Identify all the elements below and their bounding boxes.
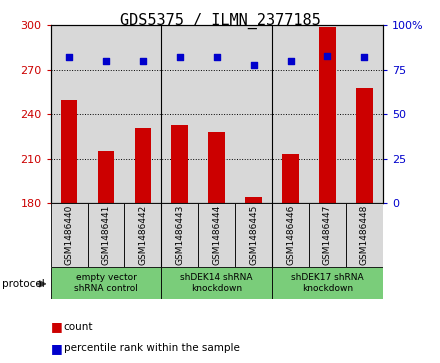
Text: ■: ■	[51, 342, 66, 355]
FancyBboxPatch shape	[51, 267, 161, 299]
Text: GSM1486442: GSM1486442	[138, 205, 147, 265]
Text: empty vector
shRNA control: empty vector shRNA control	[74, 273, 138, 293]
Text: GSM1486441: GSM1486441	[102, 205, 110, 265]
FancyBboxPatch shape	[272, 203, 309, 267]
Bar	[125, 25, 161, 203]
Bar	[356, 88, 373, 203]
Text: shDEK17 shRNA
knockdown: shDEK17 shRNA knockdown	[291, 273, 364, 293]
FancyBboxPatch shape	[198, 203, 235, 267]
Point	[361, 54, 368, 60]
Text: GSM1486447: GSM1486447	[323, 205, 332, 265]
Point	[103, 58, 110, 64]
Bar	[282, 154, 299, 203]
FancyBboxPatch shape	[309, 203, 346, 267]
Bar	[198, 25, 235, 203]
Bar	[98, 151, 114, 203]
Text: shDEK14 shRNA
knockdown: shDEK14 shRNA knockdown	[180, 273, 253, 293]
Point	[139, 58, 147, 64]
Text: GSM1486440: GSM1486440	[65, 205, 73, 265]
Bar	[246, 197, 262, 203]
Text: GSM1486445: GSM1486445	[249, 205, 258, 265]
Bar	[235, 25, 272, 203]
Text: protocol: protocol	[2, 279, 45, 289]
FancyBboxPatch shape	[161, 203, 198, 267]
Bar	[346, 25, 383, 203]
Point	[324, 53, 331, 58]
FancyBboxPatch shape	[88, 203, 125, 267]
Text: GSM1486448: GSM1486448	[360, 205, 369, 265]
Bar	[135, 128, 151, 203]
Text: GSM1486444: GSM1486444	[212, 205, 221, 265]
FancyBboxPatch shape	[161, 267, 272, 299]
Point	[287, 58, 294, 64]
FancyBboxPatch shape	[125, 203, 161, 267]
Point	[176, 54, 183, 60]
Bar	[172, 125, 188, 203]
Bar	[209, 132, 225, 203]
Text: GDS5375 / ILMN_2377185: GDS5375 / ILMN_2377185	[120, 13, 320, 29]
Bar	[319, 27, 336, 203]
Bar	[88, 25, 125, 203]
FancyBboxPatch shape	[235, 203, 272, 267]
Bar	[61, 99, 77, 203]
Text: ■: ■	[51, 320, 66, 333]
Bar	[51, 25, 88, 203]
FancyBboxPatch shape	[346, 203, 383, 267]
Bar	[272, 25, 309, 203]
Text: GSM1486443: GSM1486443	[175, 205, 184, 265]
Point	[66, 54, 73, 60]
FancyBboxPatch shape	[51, 203, 88, 267]
Text: percentile rank within the sample: percentile rank within the sample	[64, 343, 240, 354]
Bar	[309, 25, 346, 203]
Bar	[161, 25, 198, 203]
FancyBboxPatch shape	[272, 267, 383, 299]
Point	[213, 54, 220, 60]
Text: count: count	[64, 322, 93, 332]
Point	[250, 62, 257, 68]
Text: GSM1486446: GSM1486446	[286, 205, 295, 265]
